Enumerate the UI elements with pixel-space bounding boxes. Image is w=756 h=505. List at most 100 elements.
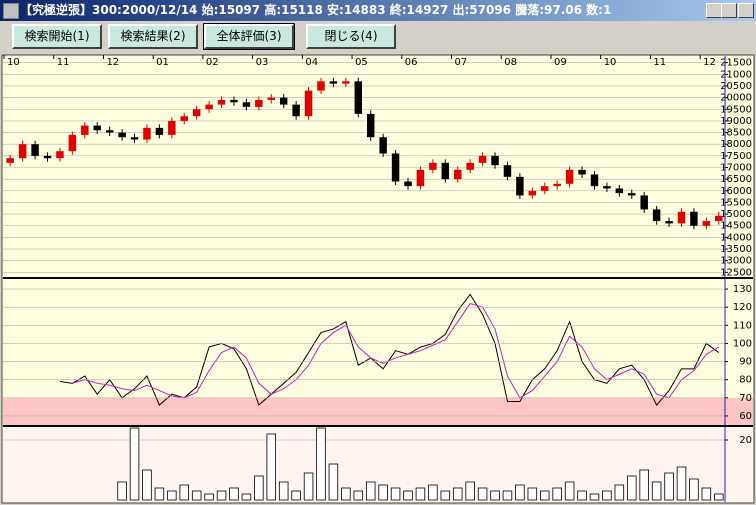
candle-body (404, 181, 412, 187)
candle-body (466, 162, 474, 170)
candle-body (429, 162, 437, 170)
toolbar-button[interactable]: 閉じる(4) (306, 24, 396, 49)
candle-body (615, 188, 624, 194)
volume-bar (689, 478, 699, 501)
volume-bar (452, 487, 463, 501)
y-tick-label: 13500 (720, 244, 752, 255)
volume-bar (527, 487, 538, 501)
volume-bar (142, 469, 152, 501)
volume-bar (664, 472, 674, 501)
volume-bar (564, 481, 575, 501)
candle-body (354, 81, 363, 114)
candle-body (130, 137, 139, 140)
candle-body (715, 215, 723, 222)
close-button[interactable] (738, 3, 754, 18)
candle-body (43, 155, 52, 159)
title-bar: 【究極逆張】300:2000/12/14 始:15097 高:15118 安:1… (0, 0, 756, 21)
volume-bar (241, 493, 252, 501)
candle-body (6, 158, 14, 163)
candle-body (441, 162, 450, 180)
toolbar-button[interactable]: 検索開始(1) (12, 24, 102, 49)
volume-bar (365, 481, 376, 501)
volume-bar (378, 484, 388, 501)
y-tick-label: 19000 (720, 116, 752, 127)
y-tick-label: 12500 (720, 267, 752, 278)
candle-body (652, 209, 661, 222)
candle-body (279, 97, 288, 105)
x-tick-label: 10 (604, 57, 617, 68)
volume-bar (651, 481, 662, 501)
x-tick-label: 08 (504, 57, 517, 68)
candle-body (454, 169, 462, 180)
volume-bar (179, 484, 190, 501)
candle-body (702, 221, 711, 226)
candle-body (31, 144, 39, 156)
x-tick-label: 03 (256, 57, 269, 68)
volume-bar (415, 487, 426, 501)
candle-body (379, 137, 387, 154)
y-tick-label: 21000 (720, 69, 752, 80)
candle-body (192, 109, 201, 117)
volume-bar (577, 490, 587, 501)
candle-body (242, 102, 251, 107)
toolbar-button[interactable]: 全体評価(3) (203, 23, 295, 50)
candle-body (491, 155, 499, 166)
volume-bar (229, 487, 239, 501)
y-tick-label: 14000 (720, 232, 752, 243)
volume-bar (502, 490, 513, 501)
volume-bar (278, 481, 289, 501)
volume-bar (552, 487, 562, 501)
volume-bar (390, 487, 401, 501)
y-tick-label: 16500 (720, 174, 752, 185)
window-title: 【究極逆張】300:2000/12/14 始:15097 高:15118 安:1… (20, 3, 612, 17)
shade-band (3, 397, 753, 425)
y-tick-label: 110 (733, 320, 752, 331)
y-tick-label: 20000 (720, 93, 752, 104)
y-tick-label: 17000 (720, 163, 752, 174)
y-tick-label: 130 (733, 284, 752, 295)
candle-body (528, 190, 537, 196)
y-tick-label: 18000 (720, 139, 752, 150)
candle-body (516, 176, 524, 196)
volume-bar (440, 490, 451, 501)
x-tick-label: 05 (355, 57, 368, 68)
y-tick-label: 15500 (720, 197, 752, 208)
candle-body (217, 99, 226, 105)
volume-bar (477, 487, 488, 501)
x-tick-label: 02 (206, 57, 219, 68)
candle-body (230, 99, 238, 103)
volume-bar (266, 433, 277, 501)
volume-bar (403, 490, 413, 501)
minimize-button[interactable] (706, 3, 722, 18)
volume-bar (216, 490, 227, 501)
y-tick-label: 18500 (720, 128, 752, 139)
candle-body (391, 153, 400, 182)
volume-bar (129, 427, 140, 501)
toolbar-button[interactable]: 検索結果(2) (108, 24, 198, 49)
volume-bar (602, 490, 612, 501)
candle-body (628, 193, 636, 196)
candle-body (18, 144, 27, 159)
app-icon (3, 3, 19, 19)
x-tick-label: 01 (156, 57, 169, 68)
candle-body (665, 221, 673, 224)
x-tick-label: 04 (305, 57, 318, 68)
y-tick-label: 19500 (720, 104, 752, 115)
candle-body (180, 116, 188, 121)
candle-body (541, 186, 549, 191)
x-tick-label: 06 (405, 57, 418, 68)
volume-bar (490, 490, 500, 501)
candle-body (640, 195, 648, 210)
volume-bar (627, 475, 637, 501)
y-tick-label: 14500 (720, 221, 752, 232)
volume-bar (117, 481, 127, 501)
volume-bar (714, 493, 724, 501)
oscillator-line (72, 302, 720, 399)
volume-bar (465, 481, 475, 501)
maximize-button[interactable] (721, 3, 737, 18)
y-tick-label: 21500 (720, 58, 752, 69)
x-tick-label: 09 (554, 57, 567, 68)
volume-bar (701, 487, 712, 501)
y-tick-label: 16000 (720, 186, 752, 197)
